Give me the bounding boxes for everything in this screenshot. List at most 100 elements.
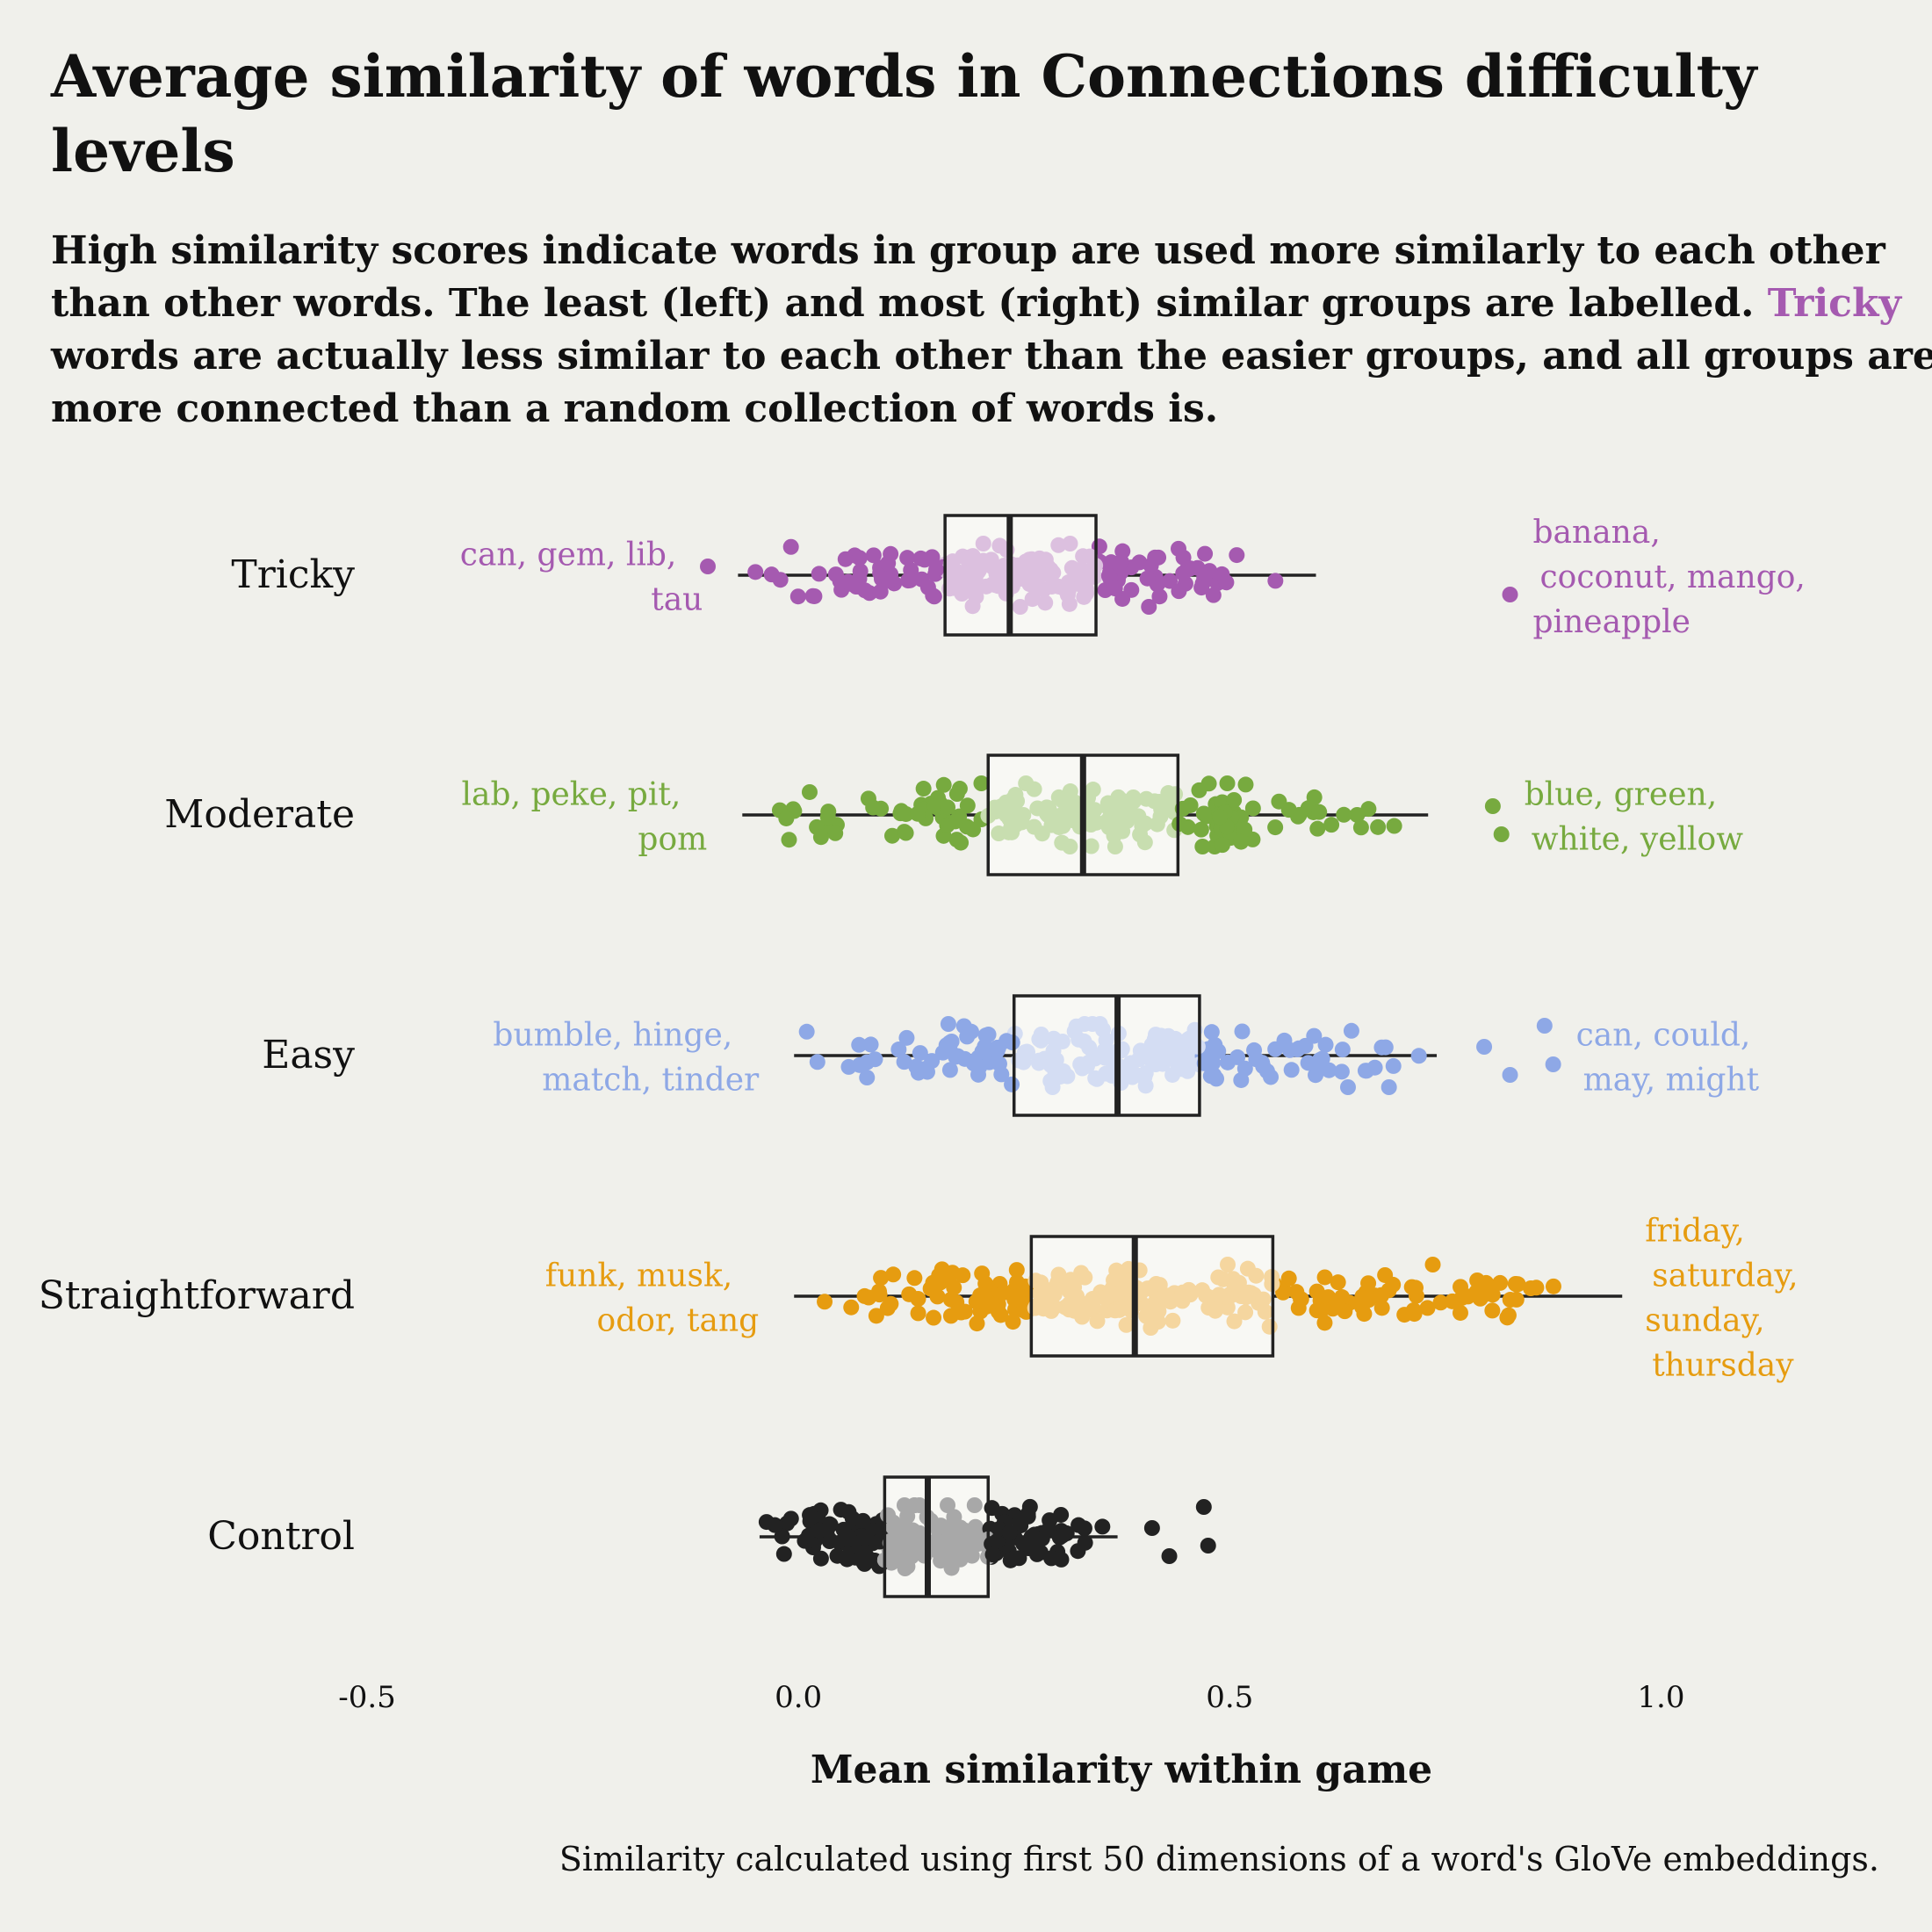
data-point xyxy=(928,561,945,578)
subtitle-highlight: Tricky xyxy=(1768,281,1903,326)
data-point xyxy=(1316,1269,1333,1286)
annotation-high: coconut, mango, xyxy=(1540,559,1806,595)
data-point xyxy=(1275,1284,1292,1301)
data-point xyxy=(1510,1276,1526,1293)
subtitle-line: than other words. The least (left) and m… xyxy=(51,281,1768,326)
data-point xyxy=(1234,1023,1251,1040)
data-point xyxy=(837,551,854,567)
data-point xyxy=(811,566,827,582)
data-point xyxy=(1152,808,1169,825)
annotation-high: white, yellow xyxy=(1532,822,1744,858)
data-point xyxy=(881,573,898,589)
data-point xyxy=(1297,1037,1314,1054)
data-point xyxy=(883,827,900,844)
outlier-point xyxy=(1502,1067,1518,1083)
data-point xyxy=(1100,567,1117,584)
data-point xyxy=(1174,1061,1191,1078)
data-point xyxy=(1210,1269,1227,1286)
data-point xyxy=(1050,537,1067,553)
data-point xyxy=(1099,795,1116,811)
series-control: Control xyxy=(207,1475,1216,1598)
data-point xyxy=(1138,790,1155,807)
data-point xyxy=(948,786,965,803)
data-point xyxy=(1043,1302,1060,1319)
data-point xyxy=(1220,1054,1236,1071)
annotation-high: pineapple xyxy=(1533,604,1690,640)
data-point xyxy=(1343,1022,1359,1039)
data-point xyxy=(865,799,882,816)
data-point xyxy=(974,1043,991,1060)
data-point xyxy=(1142,1049,1158,1065)
data-point xyxy=(1360,1292,1377,1308)
data-point xyxy=(1207,1302,1223,1319)
data-point xyxy=(1349,806,1366,823)
data-point xyxy=(969,1316,985,1332)
outlier-point xyxy=(1502,587,1518,602)
data-point xyxy=(955,1267,971,1284)
category-label: Easy xyxy=(262,1033,355,1078)
data-point xyxy=(910,1305,926,1322)
data-point xyxy=(1110,1265,1127,1282)
data-point xyxy=(1003,800,1020,817)
subtitle-line: more connected than a random collection … xyxy=(51,386,1218,431)
data-point xyxy=(989,1042,1006,1059)
data-point xyxy=(995,1284,1012,1301)
data-point xyxy=(1194,839,1211,854)
data-point xyxy=(1175,565,1192,581)
data-point xyxy=(1089,1071,1106,1087)
x-tick-label: 1.0 xyxy=(1637,1680,1684,1715)
data-point xyxy=(1460,1288,1476,1305)
data-point xyxy=(1197,545,1214,562)
data-point xyxy=(952,1528,969,1545)
data-point xyxy=(1237,776,1254,793)
data-point xyxy=(1360,1275,1377,1292)
data-point xyxy=(1356,1306,1373,1323)
data-point xyxy=(1077,1016,1093,1032)
data-point xyxy=(1139,570,1156,587)
outlier-point xyxy=(1476,1039,1493,1055)
data-point xyxy=(1408,1280,1424,1296)
data-point xyxy=(992,1307,1009,1323)
category-label: Control xyxy=(207,1514,355,1559)
data-point xyxy=(1111,1301,1128,1318)
data-point xyxy=(843,576,860,593)
box-outline xyxy=(1012,994,1201,1117)
data-point xyxy=(1237,1304,1254,1321)
data-point xyxy=(1214,837,1230,854)
data-point xyxy=(1233,833,1250,850)
data-point xyxy=(1136,815,1153,832)
data-point xyxy=(1023,564,1040,580)
data-point xyxy=(1339,1079,1356,1095)
data-point xyxy=(1396,1307,1413,1323)
data-point xyxy=(929,1288,946,1305)
data-point xyxy=(1089,1313,1106,1330)
data-point xyxy=(1314,1050,1330,1067)
data-point xyxy=(967,582,984,599)
data-point xyxy=(840,1058,857,1075)
data-point xyxy=(1499,1309,1516,1326)
data-point xyxy=(1150,549,1167,566)
data-point xyxy=(1452,1304,1468,1321)
data-point xyxy=(948,562,964,579)
data-point xyxy=(1254,1055,1271,1071)
data-point xyxy=(1236,821,1253,838)
data-point xyxy=(811,1522,828,1539)
data-point xyxy=(1074,1060,1091,1077)
data-point xyxy=(843,1299,860,1316)
data-point xyxy=(1001,1525,1018,1541)
data-point xyxy=(1107,839,1123,854)
data-point xyxy=(1219,1257,1236,1272)
data-point xyxy=(955,548,971,565)
data-point xyxy=(1255,1291,1272,1308)
data-point xyxy=(840,1503,857,1520)
data-point xyxy=(819,809,836,825)
data-point xyxy=(1208,1071,1225,1087)
annotation-high: saturday, xyxy=(1652,1258,1798,1294)
data-point xyxy=(899,550,916,566)
data-point xyxy=(801,783,818,800)
data-point xyxy=(1180,1031,1197,1048)
outlier-point xyxy=(1493,826,1510,842)
data-point xyxy=(1009,1291,1026,1308)
data-point xyxy=(959,797,976,814)
outlier-point xyxy=(1484,798,1501,814)
